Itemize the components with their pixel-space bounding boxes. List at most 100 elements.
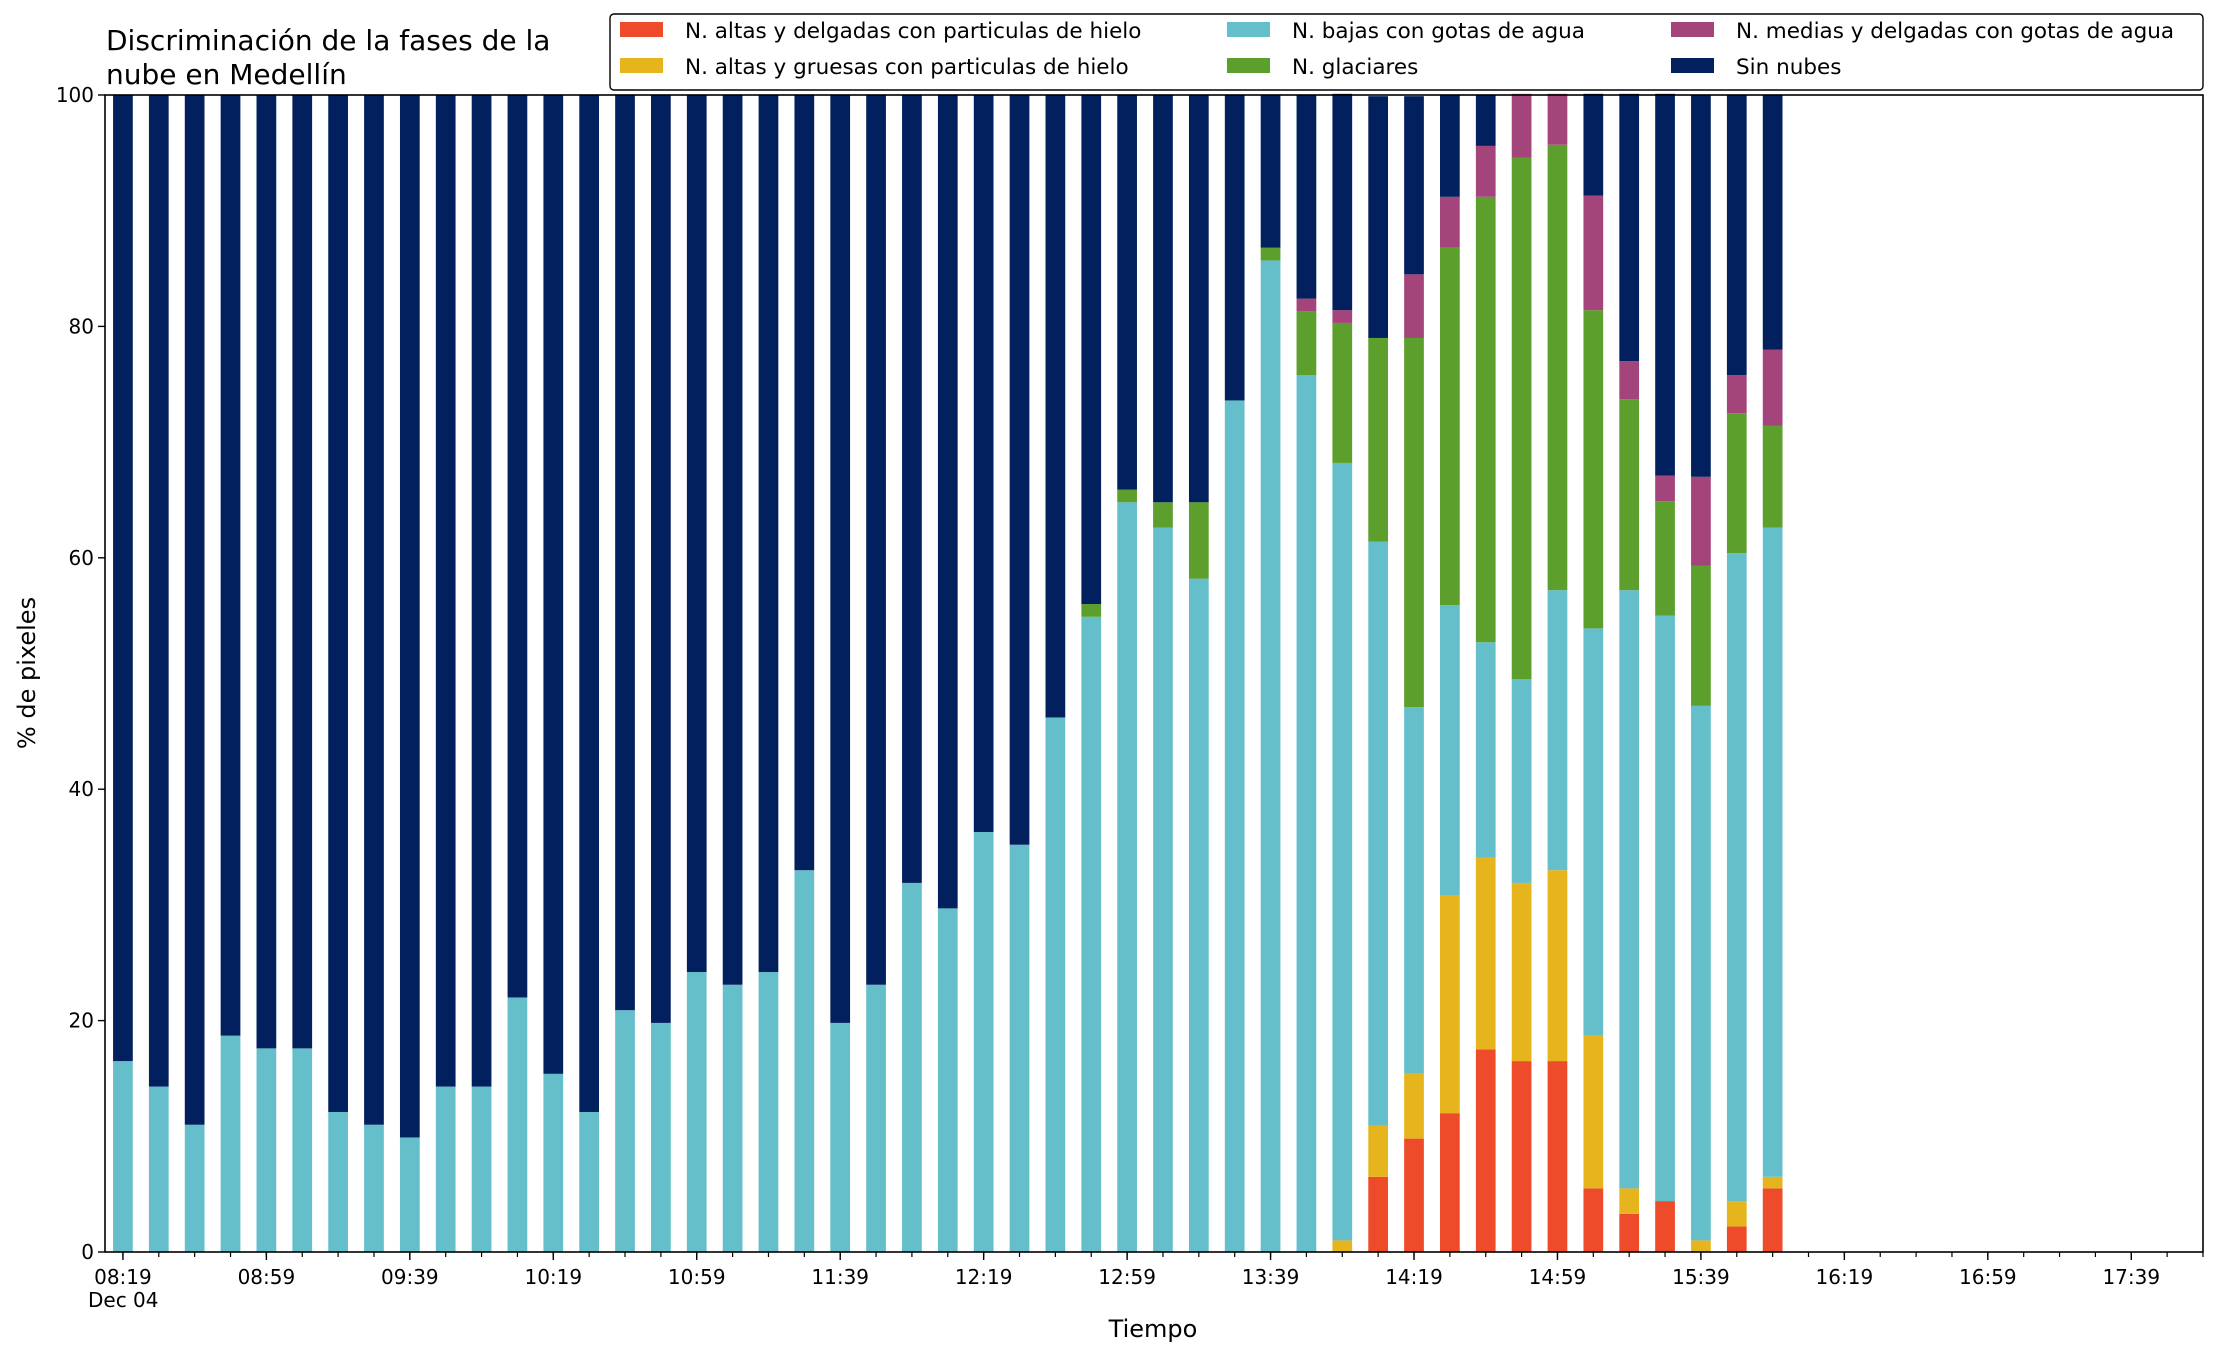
bar-segment-4-1539 bbox=[1691, 476, 1711, 566]
chart-title-line-2: nube en Medellín bbox=[106, 58, 347, 91]
x-tick-label-1139: 11:39 bbox=[811, 1265, 869, 1289]
bar-segment-5-0929 bbox=[364, 95, 384, 1125]
bar-segment-2-0859 bbox=[256, 1048, 277, 1252]
x-tick-label-1059: 10:59 bbox=[668, 1265, 726, 1289]
y-tick-label-20: 20 bbox=[69, 1009, 94, 1033]
bar-segment-5-1429 bbox=[1440, 95, 1460, 197]
bar-segment-3-1549 bbox=[1726, 413, 1747, 554]
bar-segment-0-1559 bbox=[1762, 1188, 1783, 1252]
bar-segment-1-1459 bbox=[1547, 870, 1568, 1062]
bar-segment-1-1519 bbox=[1619, 1188, 1640, 1214]
bar-segment-2-0919 bbox=[328, 1112, 348, 1252]
bar-segment-2-1239 bbox=[1045, 717, 1066, 1252]
x-tick-label-0819: 08:19 bbox=[94, 1265, 152, 1289]
legend-swatch-0 bbox=[620, 22, 663, 37]
bar-segment-4-1559 bbox=[1762, 349, 1783, 426]
bar-segment-3-1349 bbox=[1296, 311, 1317, 375]
bar-segment-2-0849 bbox=[220, 1035, 241, 1252]
x-tick-label-1539: 15:39 bbox=[1672, 1265, 1730, 1289]
bar-segment-0-1429 bbox=[1440, 1113, 1460, 1252]
legend-box bbox=[609, 13, 2204, 91]
bar-segment-2-1559 bbox=[1762, 527, 1783, 1177]
bar-segment-5-1139 bbox=[830, 95, 851, 1023]
bar-segment-2-1119 bbox=[758, 972, 779, 1252]
x-tick-label-1419: 14:19 bbox=[1385, 1265, 1443, 1289]
bar-segment-2-0829 bbox=[148, 1086, 169, 1252]
x-tick-label-1739: 17:39 bbox=[2102, 1265, 2160, 1289]
x-tick-label-0859: 08:59 bbox=[238, 1265, 296, 1289]
bar-segment-0-1549 bbox=[1726, 1226, 1747, 1252]
bar-segment-5-1119 bbox=[758, 95, 779, 973]
legend-label-5: Sin nubes bbox=[1736, 55, 1841, 80]
bar-segment-2-1129 bbox=[794, 870, 815, 1252]
bar-segment-2-1419 bbox=[1404, 707, 1424, 1074]
y-tick-label-60: 60 bbox=[69, 546, 94, 570]
bar-segment-1-1419 bbox=[1404, 1073, 1424, 1139]
bar-segment-5-1349 bbox=[1296, 95, 1317, 299]
bar-segment-3-1319 bbox=[1188, 502, 1209, 579]
legend: N. altas y delgadas con particulas de hi… bbox=[609, 13, 2204, 91]
bar-segment-2-0929 bbox=[364, 1124, 384, 1252]
bar-segment-5-1159 bbox=[902, 95, 922, 883]
y-axis-label: % de pixeles bbox=[13, 597, 41, 749]
bar-segment-3-1519 bbox=[1619, 399, 1640, 591]
bar-segment-5-0819 bbox=[113, 95, 133, 1062]
bar-segment-5-1109 bbox=[722, 95, 743, 985]
bar-segment-0-1449 bbox=[1511, 1061, 1532, 1252]
bar-segment-2-1329 bbox=[1224, 400, 1245, 1252]
bar-segment-3-1459 bbox=[1547, 144, 1568, 591]
bar-segment-2-1319 bbox=[1188, 578, 1209, 1252]
bar-segment-5-1559 bbox=[1762, 95, 1783, 350]
bar-segment-5-1329 bbox=[1224, 95, 1245, 401]
bar-segment-5-1059 bbox=[686, 95, 707, 973]
x-tick-label-1019: 10:19 bbox=[524, 1265, 582, 1289]
bar-segment-2-1429 bbox=[1440, 605, 1460, 896]
bar-segment-4-1459 bbox=[1547, 93, 1568, 145]
bar-segment-0-1519 bbox=[1619, 1213, 1640, 1252]
bar-segment-3-1339 bbox=[1260, 247, 1281, 261]
bar-segment-2-0959 bbox=[471, 1086, 492, 1252]
x-axis-label: Tiempo bbox=[1108, 1315, 1198, 1343]
legend-label-0: N. altas y delgadas con particulas de hi… bbox=[685, 19, 1141, 44]
bar-segment-5-0849 bbox=[220, 95, 241, 1036]
x-tick-label-1659: 16:59 bbox=[1959, 1265, 2017, 1289]
x-tick-label-1619: 16:19 bbox=[1816, 1265, 1874, 1289]
chart-title-line-1: Discriminación de la fases de la bbox=[106, 24, 550, 57]
bar-segment-5-1319 bbox=[1188, 95, 1209, 503]
bar-segment-3-1429 bbox=[1440, 247, 1460, 606]
legend-swatch-1 bbox=[620, 58, 663, 73]
bar-segment-2-0909 bbox=[292, 1048, 313, 1252]
bar-segment-2-1349 bbox=[1296, 374, 1317, 1252]
bar-segment-2-1049 bbox=[651, 1022, 671, 1252]
bar-segment-2-1359 bbox=[1332, 462, 1353, 1241]
bar-segment-5-0839 bbox=[184, 95, 205, 1125]
bar-segment-3-1259 bbox=[1117, 489, 1137, 503]
bar-segment-5-1009 bbox=[507, 95, 528, 998]
bar-segment-5-0919 bbox=[328, 95, 348, 1113]
bar-segment-2-1009 bbox=[507, 997, 528, 1252]
bar-segment-5-1019 bbox=[543, 95, 564, 1074]
y-axis-ticks: 0 20 40 60 80 100 bbox=[56, 83, 105, 1264]
bar-segment-3-1539 bbox=[1691, 565, 1711, 706]
bar-segment-3-1449 bbox=[1511, 157, 1532, 680]
legend-label-3: N. glaciares bbox=[1292, 55, 1418, 80]
bar-segment-3-1559 bbox=[1762, 425, 1783, 528]
bar-segment-4-1529 bbox=[1655, 475, 1675, 502]
bar-segment-1-1429 bbox=[1440, 895, 1460, 1114]
bar-segment-2-1309 bbox=[1153, 527, 1173, 1252]
bar-segment-3-1439 bbox=[1475, 196, 1496, 643]
legend-label-2: N. bajas con gotas de agua bbox=[1292, 19, 1585, 44]
bar-segment-4-1439 bbox=[1475, 145, 1496, 197]
bar-segment-3-1529 bbox=[1655, 501, 1675, 616]
bar-segment-5-1549 bbox=[1726, 95, 1747, 375]
bar-segment-1-1439 bbox=[1475, 857, 1496, 1050]
x-tick-label-1219: 12:19 bbox=[955, 1265, 1013, 1289]
x-axis-ticks: 08:19 08:59 09:39 10:19 10:59 11:39 12:19 12:59… bbox=[94, 1252, 2204, 1289]
bar-segment-0-1439 bbox=[1475, 1049, 1496, 1252]
bar-segment-2-1259 bbox=[1117, 502, 1137, 1252]
bar-segment-2-1229 bbox=[1009, 844, 1030, 1252]
y-tick-label-0: 0 bbox=[81, 1240, 94, 1264]
bar-segment-2-1449 bbox=[1511, 679, 1532, 883]
bar-segment-4-1429 bbox=[1440, 196, 1460, 248]
bar-segment-1-1539 bbox=[1691, 1240, 1711, 1252]
